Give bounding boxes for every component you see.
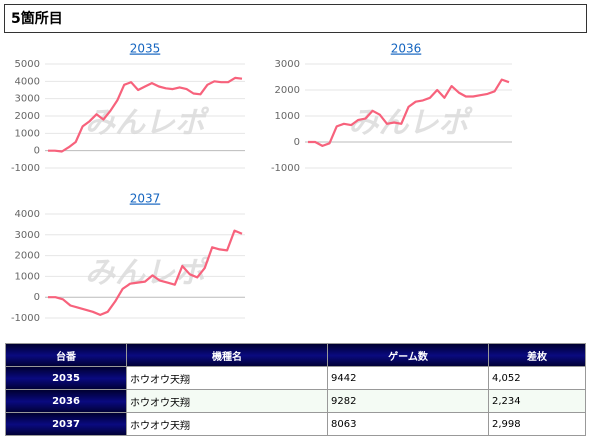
watermark: みんレポ: [349, 106, 474, 141]
header-cell: ゲーム数: [327, 343, 489, 367]
series-line: [308, 78, 510, 147]
y-tick-label: 0: [294, 137, 300, 148]
watermark: みんレポ: [85, 106, 210, 141]
y-tick-label: 5000: [15, 59, 40, 70]
chart-title: 2035: [130, 42, 161, 56]
table-row: 2037 ホウオウ天翔 8063 2,998: [5, 412, 586, 436]
y-tick-label: 2000: [15, 111, 40, 122]
header-cell: 機種名: [126, 343, 328, 367]
table-row: 2036 ホウオウ天翔 9282 2,234: [5, 389, 586, 413]
y-tick-label: -1000: [11, 313, 40, 324]
machine-table: 台番 機種名 ゲーム数 差枚 2035 ホウオウ天翔 9442 4,052 2036 ホウ…: [5, 343, 586, 436]
header-cell: 差枚: [488, 343, 586, 367]
watermark: みんレポ: [85, 256, 210, 291]
table-header: 台番 機種名 ゲーム数 差枚: [5, 343, 586, 367]
table-cell: 9282: [327, 389, 489, 413]
charts: 2035 -1000 0 1000 2000 3000 4000 5000 みんレポ 2036 -1…: [11, 42, 512, 324]
y-tick-label: 2000: [15, 251, 40, 262]
machine-number: 2035: [5, 366, 127, 390]
header-cell: 台番: [5, 343, 127, 367]
table-cell: 4,052: [488, 366, 586, 390]
y-tick-label: 4000: [15, 209, 40, 220]
series-line: [48, 76, 243, 153]
y-tick-label: -1000: [11, 163, 40, 174]
y-tick-label: 1000: [15, 128, 40, 139]
y-tick-label: 1000: [15, 271, 40, 282]
machine-number: 2037: [5, 412, 127, 436]
table-cell: 8063: [327, 412, 489, 436]
section-title: 5箇所目: [4, 4, 587, 33]
table-cell: ホウオウ天翔: [126, 389, 328, 413]
y-tick-label: 2000: [275, 85, 300, 96]
y-tick-label: 3000: [15, 94, 40, 105]
table-cell: ホウオウ天翔: [126, 366, 328, 390]
y-tick-label: 4000: [15, 76, 40, 87]
y-tick-label: 3000: [15, 230, 40, 241]
y-tick-label: 0: [34, 146, 40, 157]
machine-number: 2036: [5, 389, 127, 413]
series-line: [48, 229, 243, 316]
y-tick-label: 0: [34, 292, 40, 303]
y-tick-label: 3000: [275, 59, 300, 70]
chart-title: 2037: [130, 192, 161, 206]
table-cell: ホウオウ天翔: [126, 412, 328, 436]
y-tick-label: 1000: [275, 111, 300, 122]
table-cell: 2,234: [488, 389, 586, 413]
y-tick-label: -1000: [271, 163, 300, 174]
table-cell: 9442: [327, 366, 489, 390]
table-row: 2035 ホウオウ天翔 9442 4,052: [5, 366, 586, 390]
table-cell: 2,998: [488, 412, 586, 436]
chart-title: 2036: [391, 42, 422, 56]
